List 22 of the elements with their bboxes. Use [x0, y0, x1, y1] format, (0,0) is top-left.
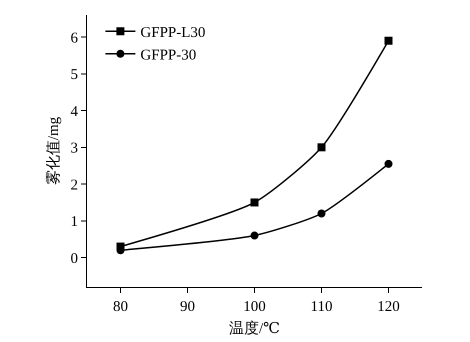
y-tick-label: 4: [70, 104, 78, 120]
y-tick-label: 2: [70, 177, 78, 194]
y-tick-label: 5: [70, 67, 78, 84]
x-tick-label: 90: [180, 299, 195, 315]
y-tick-label: 1: [70, 214, 78, 230]
legend-label: GFPP-30: [140, 48, 196, 64]
y-axis-title: 雾化值/mg: [44, 116, 62, 186]
x-axis-title: 温度/℃: [229, 320, 280, 337]
point: [250, 198, 258, 206]
point: [384, 36, 392, 45]
y-tick-label: 3: [70, 140, 78, 157]
point: [318, 209, 326, 218]
point: [384, 160, 392, 168]
legend-label: GFPP-L30: [140, 25, 206, 42]
x-tick-label: 100: [243, 299, 266, 315]
point: [250, 232, 258, 240]
x-tick-label: 110: [310, 299, 332, 315]
x-tick-label: 120: [377, 299, 400, 315]
y-tick-label: 6: [70, 30, 78, 46]
y-tick-label: 0: [70, 250, 78, 267]
point: [318, 143, 326, 152]
x-tick-label: 80: [113, 299, 128, 315]
